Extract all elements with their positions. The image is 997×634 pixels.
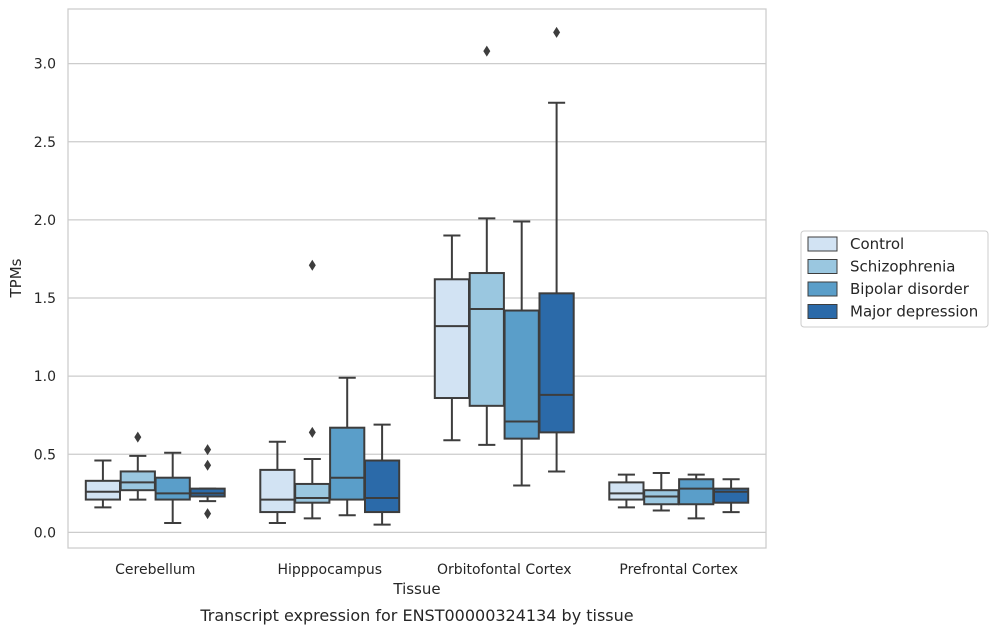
box-cerebellum xyxy=(189,444,226,520)
outlier-point xyxy=(553,26,561,38)
x-axis-title: Tissue xyxy=(392,580,440,598)
legend-swatch xyxy=(807,281,838,297)
outlier-point xyxy=(204,459,212,471)
box-iqr xyxy=(154,476,191,501)
box-iqr xyxy=(503,309,540,440)
box-cerebellum xyxy=(84,459,122,509)
outlier-point xyxy=(308,259,316,271)
box-hipppocampus xyxy=(259,440,296,525)
box-iqr xyxy=(329,426,366,501)
box-iqr xyxy=(119,470,156,492)
x-tick-label: Cerebellum xyxy=(115,562,195,578)
chart-caption: Transcript expression for ENST0000032413… xyxy=(199,606,633,625)
box-iqr xyxy=(84,479,122,501)
plot-frame xyxy=(67,8,767,549)
box-hipppocampus xyxy=(363,423,401,526)
x-tick-label: Hipppocampus xyxy=(277,562,382,578)
box-prefrontal-cortex xyxy=(643,472,680,512)
y-axis-ticks: 0.0 0.5 1.0 1.5 2.0 2.5 3.0 xyxy=(34,57,56,542)
series-control xyxy=(84,234,645,525)
box-plot-series xyxy=(84,26,750,526)
x-axis-ticks: Cerebellum Hipppocampus Orbitofontal Corte… xyxy=(115,562,738,578)
y-tick-label: 0.0 xyxy=(34,525,56,541)
box-cerebellum xyxy=(154,451,191,525)
box-orbitofontal-cortex xyxy=(503,220,540,487)
y-tick-label: 0.5 xyxy=(34,447,56,463)
box-hipppocampus xyxy=(294,259,331,520)
series-bipolar-disorder xyxy=(154,220,715,525)
legend-swatch xyxy=(807,236,838,252)
box-iqr xyxy=(259,468,296,514)
y-tick-label: 2.5 xyxy=(34,135,56,151)
box-iqr xyxy=(468,272,505,407)
box-cerebellum xyxy=(119,431,156,501)
outlier-point xyxy=(134,431,142,443)
box-iqr xyxy=(538,292,575,434)
box-orbitofontal-cortex xyxy=(433,234,471,442)
legend-label: Bipolar disorder xyxy=(850,280,970,298)
box-iqr xyxy=(433,278,471,400)
box-prefrontal-cortex xyxy=(712,478,750,514)
box-prefrontal-cortex xyxy=(608,473,645,509)
box-orbitofontal-cortex xyxy=(538,26,575,473)
y-tick-label: 3.0 xyxy=(34,57,56,73)
outlier-point xyxy=(308,426,316,438)
y-tick-label: 2.0 xyxy=(34,213,56,229)
legend-label: Control xyxy=(850,235,904,253)
outlier-point xyxy=(483,45,491,57)
legend-swatch xyxy=(807,304,838,319)
series-major-depression xyxy=(189,26,750,526)
legend-label: Schizophrenia xyxy=(850,258,955,276)
box-orbitofontal-cortex xyxy=(468,45,505,446)
legend-swatch xyxy=(807,259,838,274)
box-hipppocampus xyxy=(329,376,366,517)
legend-frame xyxy=(800,230,989,328)
box-iqr xyxy=(363,459,401,514)
box-prefrontal-cortex xyxy=(678,473,715,520)
x-tick-label: Prefrontal Cortex xyxy=(619,562,738,578)
legend-label: Major depression xyxy=(850,303,978,321)
y-tick-label: 1.5 xyxy=(34,291,56,307)
legend: Control Schizophrenia Bipolar disorder Majo… xyxy=(800,230,989,328)
x-tick-label: Orbitofontal Cortex xyxy=(437,562,572,578)
box-iqr xyxy=(608,481,645,501)
outlier-point xyxy=(204,444,212,456)
grid-lines xyxy=(68,63,766,534)
y-axis-title: TPMs xyxy=(7,258,25,298)
series-schizophrenia xyxy=(119,45,680,520)
box-iqr xyxy=(678,478,715,506)
box-iqr xyxy=(712,487,750,504)
box-iqr xyxy=(294,482,331,504)
y-tick-label: 1.0 xyxy=(34,369,56,385)
outlier-point xyxy=(204,508,212,520)
